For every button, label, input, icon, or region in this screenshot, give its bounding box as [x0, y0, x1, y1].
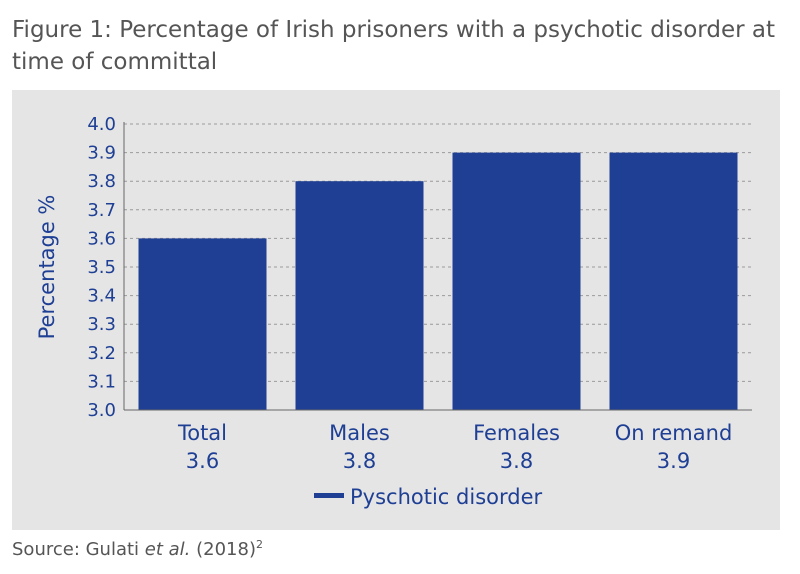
y-tick-labels: 3.0 3.1 3.2 3.3 3.4 3.5 3.6 3.7 3.8 3.9 4.0	[87, 114, 116, 421]
source-year: (2018)	[190, 539, 256, 560]
y-tick-label: 3.3	[87, 314, 116, 335]
axes	[123, 122, 752, 411]
y-tick-label: 3.6	[87, 228, 116, 249]
y-tick-label: 3.0	[87, 400, 116, 421]
legend: Pyschotic disorder	[314, 485, 542, 509]
x-category-labels: Total 3.6 Males 3.8 Females 3.8 On remand 3.9	[177, 421, 732, 473]
x-category-label: Females	[473, 421, 560, 445]
y-tick-label: 3.1	[87, 371, 116, 392]
bar-chart: 3.0 3.1 3.2 3.3 3.4 3.5 3.6 3.7 3.8 3.9 4.0 Total 3…	[35, 114, 752, 509]
x-category-label: Total	[177, 421, 227, 445]
y-tick-label: 3.2	[87, 343, 116, 364]
chart-panel: 3.0 3.1 3.2 3.3 3.4 3.5 3.6 3.7 3.8 3.9 4.0 Total 3…	[12, 90, 780, 530]
bars	[138, 152, 738, 410]
y-axis-label: Percentage %	[35, 195, 59, 340]
source-prefix: Source: Gulati	[12, 539, 145, 560]
figure-title: Figure 1: Percentage of Irish prisoners …	[12, 17, 775, 75]
bar	[609, 152, 738, 410]
legend-swatch	[314, 493, 344, 498]
x-category-label: On remand	[615, 421, 733, 445]
x-category-value: 3.9	[657, 449, 690, 473]
source-note: Source: Gulati et al. (2018)2	[12, 538, 263, 560]
source-etal: et al.	[144, 539, 191, 560]
bar	[295, 181, 424, 410]
bar	[452, 152, 581, 410]
y-tick-label: 4.0	[87, 114, 116, 135]
y-tick-label: 3.4	[87, 286, 116, 307]
x-category-label: Males	[329, 421, 390, 445]
source-superscript: 2	[255, 538, 263, 551]
x-category-value: 3.8	[343, 449, 376, 473]
y-tick-label: 3.9	[87, 143, 116, 164]
y-tick-label: 3.5	[87, 257, 116, 278]
y-tick-label: 3.8	[87, 171, 116, 192]
x-category-value: 3.6	[186, 449, 219, 473]
y-tick-label: 3.7	[87, 200, 116, 221]
x-category-value: 3.8	[500, 449, 533, 473]
bar	[138, 238, 267, 410]
legend-label: Pyschotic disorder	[350, 485, 542, 509]
